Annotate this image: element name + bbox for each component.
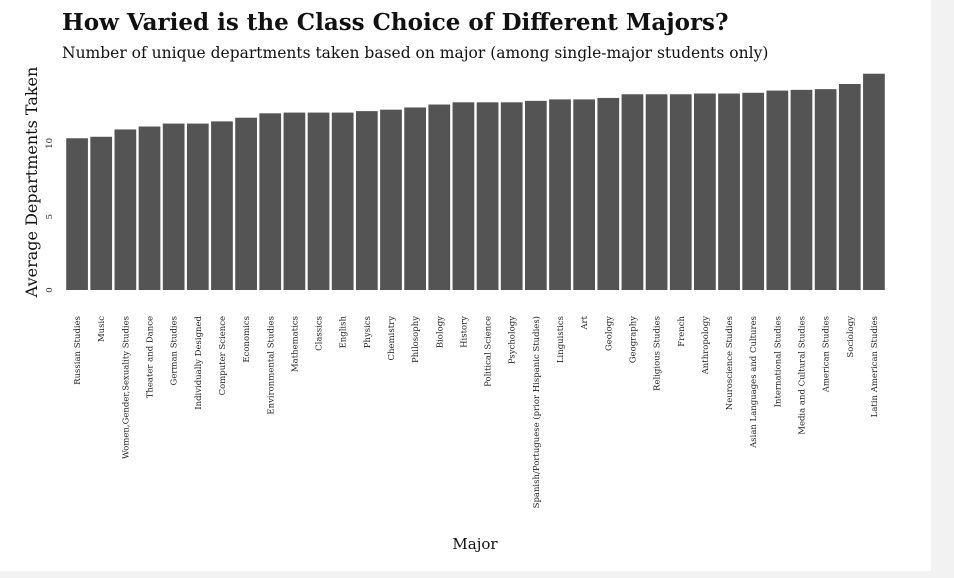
x-tick-label: American Studies xyxy=(822,316,832,393)
bar-2 xyxy=(114,129,137,290)
x-tick-label: French xyxy=(677,315,687,346)
bar-21 xyxy=(573,99,596,290)
bar-20 xyxy=(549,99,571,290)
bar-31 xyxy=(814,89,837,290)
bar-16 xyxy=(452,102,475,290)
chart-subtitle: Number of unique departments taken based… xyxy=(62,44,769,62)
bar-14 xyxy=(404,107,426,291)
x-tick-label: Individually Designed xyxy=(194,315,204,409)
chart-panel: How Varied is the Class Choice of Differ… xyxy=(0,0,931,571)
x-tick-label: Geography xyxy=(628,316,638,363)
bar-19 xyxy=(525,100,547,290)
bar-12 xyxy=(355,111,378,291)
x-tick-label: Latin American Studies xyxy=(870,316,880,417)
x-tick-label: Biology xyxy=(435,316,445,348)
x-tick-label: Religious Studies xyxy=(653,316,663,391)
bars-group xyxy=(66,73,885,291)
bar-5 xyxy=(186,123,209,290)
x-tick-label: German Studies xyxy=(170,316,180,385)
bar-10 xyxy=(307,112,330,290)
x-tick-label: Media and Cultural Studies xyxy=(797,316,807,435)
x-tick-label: Art xyxy=(580,315,590,330)
x-tick-label: International Studies xyxy=(773,316,783,407)
bar-0 xyxy=(66,138,88,290)
x-tick-label: Classics xyxy=(315,316,325,351)
y-axis-label: Average Departments Taken xyxy=(22,67,41,299)
x-tick-label: Physics xyxy=(363,316,373,348)
x-tick-label: Philosophy xyxy=(411,316,421,363)
bar-23 xyxy=(621,94,644,290)
bar-30 xyxy=(790,89,813,290)
x-tick-label: Sociology xyxy=(846,316,856,358)
bar-9 xyxy=(283,112,306,290)
x-tick-label: Economics xyxy=(242,316,252,363)
bar-18 xyxy=(500,102,523,290)
bar-22 xyxy=(597,97,620,291)
x-tick-label: Spanish/Portuguese (prior Hispanic Studi… xyxy=(531,316,542,508)
x-tick-label: Environmental Studies xyxy=(266,316,276,415)
x-tick-label: English xyxy=(339,315,349,348)
bar-chart: 0 5 10 Russian Studies Music Women,Gender,Se… xyxy=(22,67,885,553)
x-tick-label: Geology xyxy=(604,316,614,351)
x-tick-label: Linguistics xyxy=(556,316,566,363)
bar-11 xyxy=(331,112,354,290)
x-axis-label: Major xyxy=(452,535,498,553)
bar-7 xyxy=(235,117,257,290)
x-tick-label: Women,Gender,Sexuality Studies xyxy=(121,316,131,459)
bar-27 xyxy=(718,93,740,290)
y-ticks-group: 0 5 10 xyxy=(45,138,55,293)
x-tick-label: Music xyxy=(97,316,107,342)
bar-1 xyxy=(90,136,113,290)
x-tick-label: Political Science xyxy=(484,316,494,387)
x-tick-label: Asian Languages and Cultures xyxy=(749,316,759,449)
x-tick-label: Neuroscience Studies xyxy=(725,316,735,410)
bar-3 xyxy=(138,126,161,291)
x-tick-label: Chemistry xyxy=(387,316,397,361)
x-tick-label: Computer Science xyxy=(218,316,228,395)
chart-title: How Varied is the Class Choice of Differ… xyxy=(62,9,729,36)
x-tick-label: Theater and Dance xyxy=(146,316,156,398)
bar-28 xyxy=(742,92,765,290)
bar-32 xyxy=(838,84,861,290)
bar-29 xyxy=(766,90,789,290)
x-ticks-group: Russian Studies Music Women,Gender,Sexuali… xyxy=(73,315,880,508)
bar-33 xyxy=(863,73,885,290)
y-tick-label: 10 xyxy=(45,138,55,149)
y-tick-label: 5 xyxy=(45,214,55,219)
x-tick-label: Anthropology xyxy=(701,316,711,376)
bar-24 xyxy=(645,94,668,290)
bar-13 xyxy=(380,109,402,290)
x-tick-label: Mathematics xyxy=(290,316,300,372)
bar-4 xyxy=(162,123,185,290)
x-tick-label: Russian Studies xyxy=(73,316,83,385)
bar-26 xyxy=(694,93,716,290)
bar-8 xyxy=(259,113,282,290)
x-tick-label: History xyxy=(459,316,469,348)
bar-17 xyxy=(476,102,499,290)
bar-25 xyxy=(669,94,692,290)
bar-6 xyxy=(211,121,233,290)
y-tick-label: 0 xyxy=(45,287,55,292)
x-tick-label: Psychology xyxy=(508,316,518,364)
bar-15 xyxy=(428,104,451,291)
